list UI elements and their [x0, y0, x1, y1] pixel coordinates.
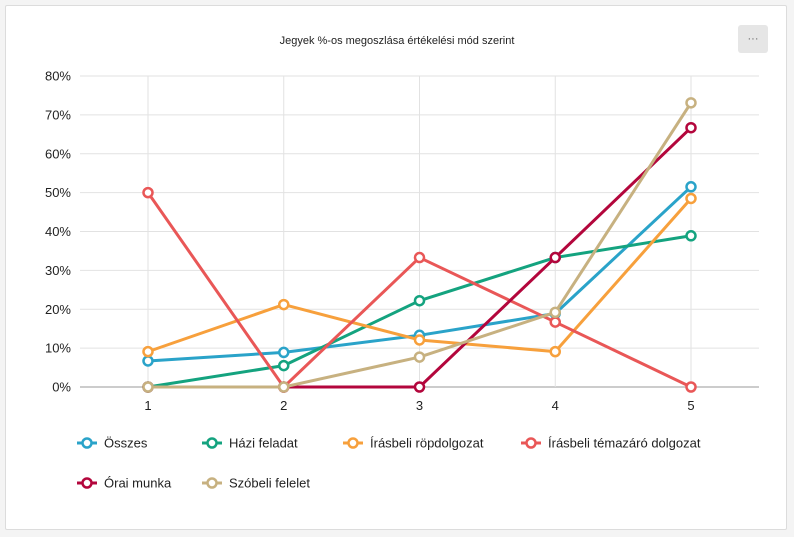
y-tick-label: 60%: [45, 146, 71, 161]
data-point[interactable]: [685, 97, 697, 109]
data-point[interactable]: [549, 251, 561, 264]
legend-swatch-marker: [81, 477, 93, 489]
x-tick-label: 2: [280, 398, 287, 413]
data-point[interactable]: [142, 381, 154, 393]
legend-label: Szóbeli felelet: [229, 476, 310, 491]
data-point[interactable]: [142, 355, 154, 367]
legend-swatch-marker: [206, 477, 218, 489]
x-tick-label: 4: [552, 398, 559, 413]
data-point[interactable]: [685, 121, 697, 134]
legend-swatch-marker: [206, 437, 218, 449]
y-tick-label: 10%: [45, 341, 71, 356]
data-point[interactable]: [549, 345, 561, 358]
y-tick-label: 50%: [45, 185, 71, 200]
legend-label: Órai munka: [104, 476, 172, 491]
legend-item[interactable]: Szóbeli felelet: [202, 476, 310, 491]
data-point[interactable]: [685, 230, 697, 242]
legend-swatch-marker: [81, 437, 93, 449]
legend-item[interactable]: Írásbeli röpdolgozat: [343, 436, 484, 451]
series-group: [142, 97, 697, 393]
y-tick-label: 0%: [52, 380, 71, 395]
data-point[interactable]: [413, 251, 426, 264]
data-point[interactable]: [413, 381, 426, 393]
x-tick-label: 3: [416, 398, 423, 413]
legend-swatch-marker: [525, 437, 537, 449]
data-point[interactable]: [278, 298, 290, 311]
data-point[interactable]: [685, 192, 697, 205]
x-tick-label: 5: [687, 398, 694, 413]
y-tick-label: 30%: [45, 263, 71, 278]
data-point[interactable]: [278, 381, 290, 393]
data-point[interactable]: [685, 381, 697, 393]
data-point[interactable]: [278, 359, 290, 372]
legend-item[interactable]: Házi feladat: [202, 436, 298, 451]
legend-swatch-marker: [347, 437, 359, 449]
data-point[interactable]: [413, 294, 426, 307]
data-point[interactable]: [142, 186, 154, 199]
data-point[interactable]: [413, 351, 426, 363]
legend-label: Írásbeli témazáró dolgozat: [548, 436, 701, 451]
series-5: [142, 97, 697, 393]
y-tick-label: 40%: [45, 224, 71, 239]
data-point[interactable]: [413, 334, 426, 346]
data-point[interactable]: [278, 346, 290, 359]
chart-card: [5, 5, 787, 530]
y-axis-ticks: 0% 10% 20% 30% 40% 50% 60% 70% 80%: [45, 69, 71, 395]
x-tick-label: 1: [144, 398, 151, 413]
y-tick-label: 80%: [45, 69, 71, 84]
data-point[interactable]: [685, 181, 697, 193]
data-point[interactable]: [549, 306, 561, 319]
x-axis-ticks: 1 2 3 4 5: [144, 398, 694, 413]
data-point[interactable]: [142, 345, 154, 358]
chart-title: Jegyek %-os megoszlása értékelési mód sz…: [280, 35, 515, 47]
legend-item[interactable]: Órai munka: [77, 476, 172, 491]
legend-item[interactable]: Összes: [77, 436, 148, 451]
y-tick-label: 20%: [45, 302, 71, 317]
y-tick-label: 70%: [45, 107, 71, 122]
legend-label: Összes: [104, 436, 148, 451]
legend-label: Írásbeli röpdolgozat: [370, 436, 484, 451]
data-point[interactable]: [549, 316, 561, 328]
legend-item[interactable]: Írásbeli témazáró dolgozat: [521, 436, 701, 451]
chart-menu-button[interactable]: ···: [738, 25, 768, 53]
legend[interactable]: Összes Házi feladat Írásbeli röpdolgozat Ír…: [77, 436, 701, 491]
legend-label: Házi feladat: [229, 436, 298, 451]
